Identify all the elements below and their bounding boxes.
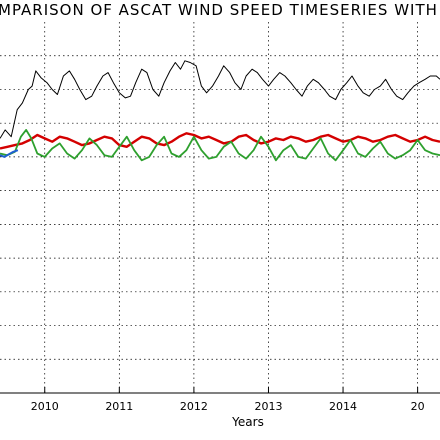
x-tick-label: 2013 — [254, 400, 282, 413]
x-tick-label: 2011 — [105, 400, 133, 413]
x-tick-label: 2012 — [180, 400, 208, 413]
x-axis-label: Years — [231, 415, 264, 429]
x-axis-ticks: 2010 2011 2012 2013 2014 20 — [31, 387, 425, 413]
x-tick-label: 2010 — [31, 400, 59, 413]
x-tick-label: 2014 — [329, 400, 357, 413]
series-layer — [0, 60, 440, 162]
series-line-green — [0, 128, 440, 162]
x-tick-label: 20 — [411, 400, 425, 413]
series-line-blue — [0, 149, 19, 158]
horizontal-gridlines — [0, 55, 440, 360]
vertical-gridlines — [44, 22, 418, 393]
series-line-black — [0, 60, 440, 139]
series-line-red — [0, 132, 440, 150]
chart-title: MPARISON OF ASCAT WIND SPEED TIMESERIES … — [0, 1, 438, 19]
